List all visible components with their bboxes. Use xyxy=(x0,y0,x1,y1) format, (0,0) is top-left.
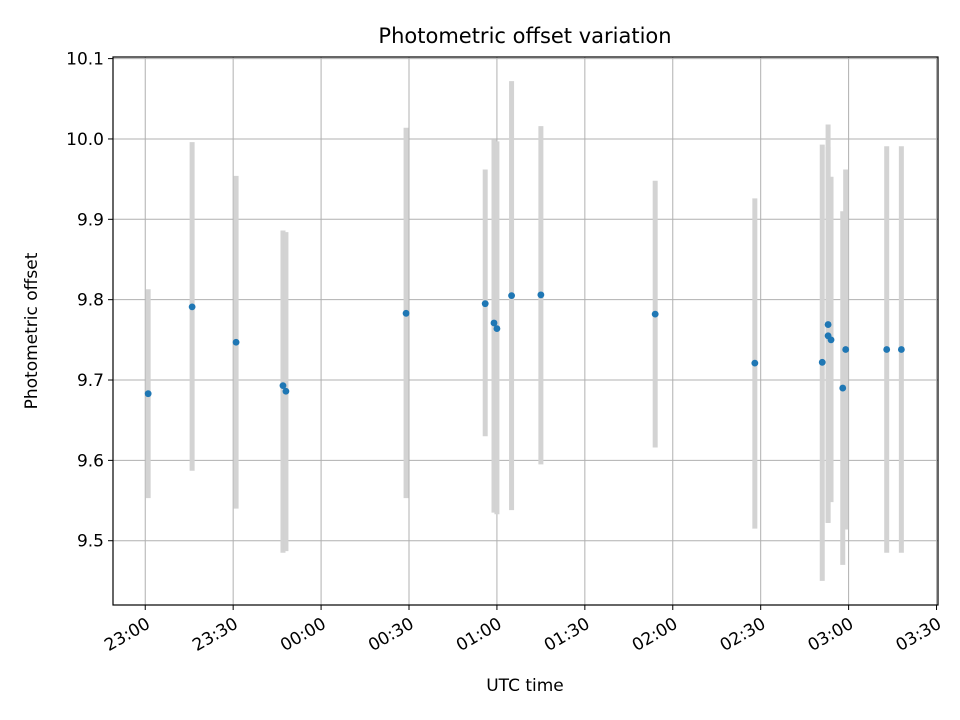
data-point xyxy=(481,300,489,308)
x-tick-label: 01:00 xyxy=(453,614,505,656)
y-tick-label: 10.1 xyxy=(66,50,104,70)
data-point xyxy=(232,338,240,346)
x-tick-label: 03:00 xyxy=(805,614,857,656)
x-tick-label: 23:00 xyxy=(101,614,153,656)
errorbars xyxy=(145,81,904,581)
y-tick-label: 9.6 xyxy=(77,451,104,471)
data-point xyxy=(897,346,905,353)
y-tick-label: 9.5 xyxy=(77,532,104,552)
x-tick-label: 03:30 xyxy=(893,614,945,656)
data-point xyxy=(188,303,196,311)
plot-frame xyxy=(112,56,939,606)
data-point xyxy=(402,309,410,317)
x-tick-label: 02:00 xyxy=(629,614,681,656)
data-point xyxy=(508,292,515,300)
x-tick-label: 00:30 xyxy=(365,614,417,656)
data-point xyxy=(818,358,826,366)
data-point xyxy=(493,325,501,332)
data-point xyxy=(839,384,847,392)
y-axis-label: Photometric offset xyxy=(22,252,42,409)
data-point xyxy=(279,382,287,390)
y-tick-label: 9.8 xyxy=(77,291,104,311)
data-point xyxy=(824,321,832,328)
y-tick-label: 9.7 xyxy=(77,371,104,391)
x-tick-label: 00:00 xyxy=(277,614,329,656)
data-point xyxy=(282,387,290,395)
data-point xyxy=(751,359,759,367)
x-tick-label: 01:30 xyxy=(541,614,593,656)
data-point xyxy=(842,346,850,353)
y-ticks: 9.5 9.6 9.7 9.8 9.9 10.0 10.1 xyxy=(66,50,113,552)
x-tick-label: 02:30 xyxy=(717,614,769,656)
data-point xyxy=(651,310,659,318)
x-tick-label: 23:30 xyxy=(189,614,241,656)
chart-title: Photometric offset variation xyxy=(378,24,671,48)
x-ticks: 23:00 23:30 00:00 00:30 01:00 01:30 02:00 02:30… xyxy=(101,605,945,656)
data-point xyxy=(827,336,835,344)
grid xyxy=(113,57,938,605)
y-tick-label: 9.9 xyxy=(77,210,104,230)
x-axis-label: UTC time xyxy=(486,676,564,696)
data-point xyxy=(144,390,152,398)
data-point xyxy=(490,319,498,327)
y-tick-label: 10.0 xyxy=(66,130,104,150)
points xyxy=(144,291,905,398)
data-point xyxy=(537,291,545,299)
data-point xyxy=(883,346,891,353)
